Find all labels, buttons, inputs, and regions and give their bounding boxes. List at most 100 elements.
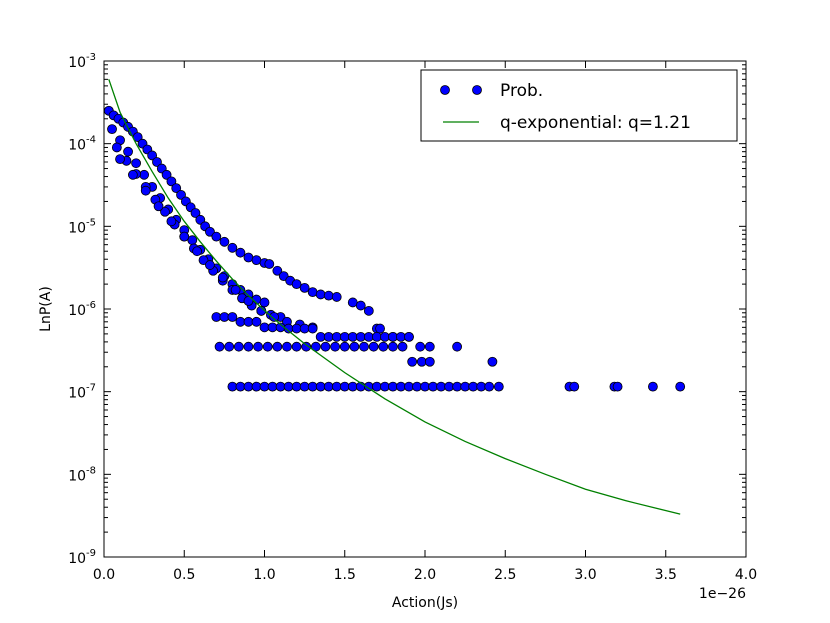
data-point (147, 150, 158, 161)
data-point (648, 381, 658, 392)
data-point (262, 341, 273, 352)
x-tick-label: 0.0 (93, 567, 115, 583)
data-point (339, 341, 350, 352)
data-point (214, 341, 225, 352)
data-point (140, 185, 151, 196)
data-point (424, 341, 435, 352)
data-point (190, 208, 201, 218)
data-point (331, 292, 342, 302)
data-point (171, 183, 182, 194)
data-point (487, 356, 498, 367)
fit-line-layer (108, 79, 681, 515)
data-point (233, 341, 244, 352)
q-exponential-line (108, 79, 681, 515)
data-point (179, 231, 190, 242)
data-point (123, 146, 133, 157)
y-axis-label: LnP(A) (38, 286, 54, 332)
data-point (368, 341, 379, 352)
data-point (299, 282, 310, 293)
data-point (330, 341, 341, 352)
data-point (307, 323, 318, 334)
y-tick-label: 10-7 (68, 383, 96, 402)
data-point (323, 290, 334, 301)
data-point (272, 341, 283, 352)
y-tick-label: 10-8 (68, 465, 96, 484)
x-tick-label: 1.0 (253, 567, 275, 583)
data-point (195, 214, 206, 225)
legend-marker-point-2 (472, 85, 482, 95)
data-point (160, 206, 170, 217)
x-offset-label: 1e−26 (699, 586, 746, 602)
data-point (282, 341, 292, 352)
data-point (166, 176, 177, 187)
data-point (205, 226, 215, 237)
x-axis-ticks: 0.0 0.5 1.0 1.5 2.0 2.5 3.0 3.5 4.0 (93, 61, 757, 583)
data-point (493, 381, 504, 392)
y-tick-label: 10-4 (68, 135, 96, 154)
data-point (153, 201, 164, 212)
x-tick-label: 0.5 (173, 567, 195, 583)
data-point (127, 169, 138, 180)
data-point (269, 312, 280, 322)
data-point (152, 157, 162, 167)
y-tick-label: 10-6 (68, 300, 96, 319)
y-tick-label: 10-9 (68, 548, 96, 567)
data-point (131, 158, 142, 169)
data-point (387, 341, 398, 352)
data-point (349, 341, 360, 352)
plot-frame (104, 61, 746, 557)
data-point (397, 341, 408, 352)
data-point (227, 242, 238, 253)
x-tick-label: 2.0 (414, 567, 436, 583)
data-point (253, 341, 263, 352)
data-point (404, 331, 414, 342)
data-points (104, 105, 686, 392)
data-point (217, 272, 228, 283)
data-point (407, 356, 418, 367)
data-point (452, 341, 463, 352)
data-point (291, 279, 302, 290)
x-tick-label: 4.0 (735, 567, 757, 583)
data-point (301, 341, 312, 352)
data-point (378, 341, 389, 352)
data-point (307, 287, 318, 298)
x-tick-label: 1.5 (334, 567, 356, 583)
data-point (375, 323, 385, 334)
data-point (205, 260, 215, 270)
data-point (291, 341, 302, 352)
y-tick-label: 10-5 (68, 217, 96, 236)
x-tick-label: 3.0 (574, 567, 596, 583)
data-point (415, 341, 426, 352)
data-point (484, 381, 495, 392)
data-point (176, 189, 186, 200)
data-point (198, 255, 209, 266)
y-tick-label: 10-3 (68, 52, 96, 71)
data-point (569, 381, 580, 392)
data-point (272, 265, 283, 276)
data-point (612, 381, 623, 392)
data-point (211, 231, 222, 242)
data-point (243, 341, 254, 352)
data-point (320, 341, 331, 352)
legend-label-q-exponential: q-exponential: q=1.21 (500, 113, 691, 133)
data-point (251, 316, 262, 327)
data-point (675, 381, 686, 392)
data-point (363, 305, 374, 316)
x-axis-label: Action(Js) (392, 595, 458, 611)
data-point (107, 124, 117, 135)
x-tick-label: 2.5 (494, 567, 516, 583)
x-tick-label: 3.5 (655, 567, 677, 583)
data-point (166, 216, 177, 227)
data-point (243, 252, 254, 263)
data-point (355, 300, 366, 311)
legend-label-prob: Prob. (500, 81, 543, 101)
data-point (315, 289, 326, 300)
data-point (111, 142, 122, 153)
data-point (235, 247, 246, 258)
data-point (424, 356, 435, 367)
legend: Prob. q-exponential: q=1.21 (420, 69, 738, 142)
plot-area (103, 60, 747, 558)
data-point (161, 169, 172, 180)
legend-marker-point-1 (440, 85, 450, 95)
